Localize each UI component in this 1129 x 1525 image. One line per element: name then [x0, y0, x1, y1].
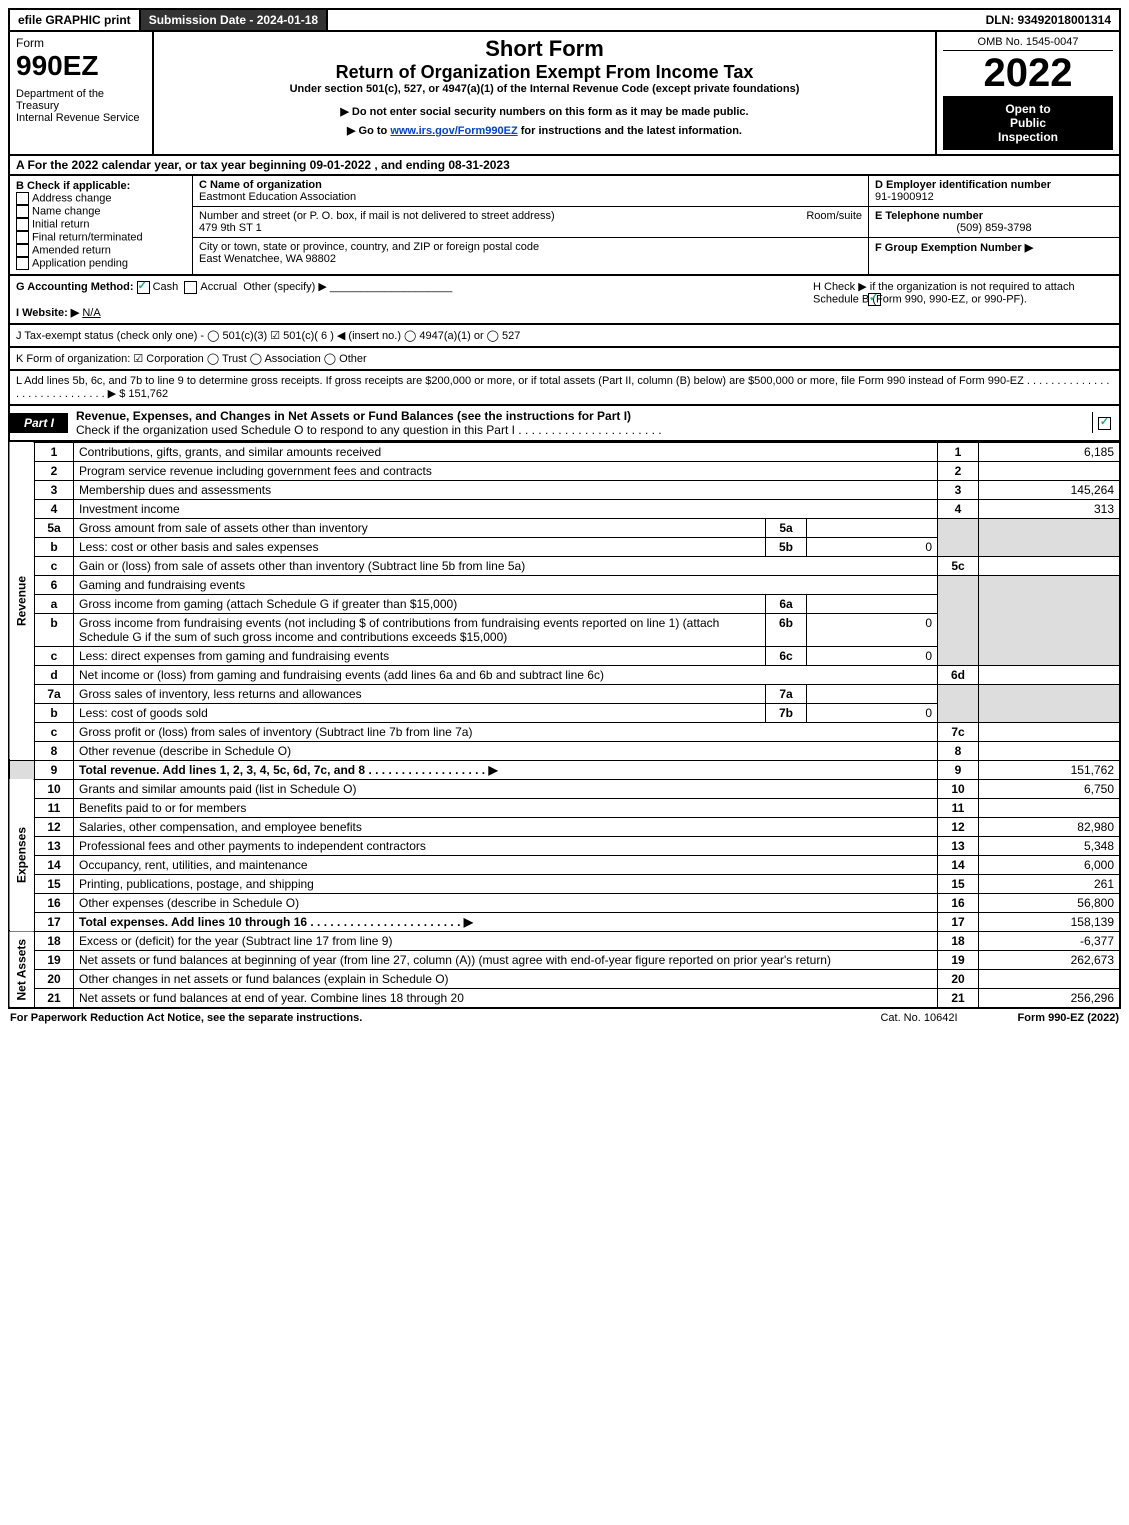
- h-box: H Check ▶ if the organization is not req…: [803, 280, 1113, 319]
- line-12: 12 Salaries, other compensation, and emp…: [9, 817, 1120, 836]
- org-street: 479 9th ST 1: [199, 222, 262, 234]
- footer-right: Form 990-EZ (2022): [1018, 1012, 1119, 1024]
- org-name: Eastmont Education Association: [199, 191, 356, 203]
- b-label: B Check if applicable:: [16, 180, 130, 192]
- line-15: 15 Printing, publications, postage, and …: [9, 874, 1120, 893]
- top-bar: efile GRAPHIC print Submission Date - 20…: [8, 8, 1121, 32]
- line-6d: d Net income or (loss) from gaming and f…: [9, 665, 1120, 684]
- c-addr-row: Number and street (or P. O. box, if mail…: [193, 207, 868, 238]
- chk-initial-return[interactable]: [16, 218, 29, 231]
- dln: DLN: 93492018001314: [978, 10, 1119, 30]
- line-1: Revenue 1 Contributions, gifts, grants, …: [9, 442, 1120, 461]
- c-city-row: City or town, state or province, country…: [193, 238, 868, 268]
- submission-date: Submission Date - 2024-01-18: [141, 10, 328, 30]
- d-ein: D Employer identification number 91-1900…: [869, 176, 1119, 207]
- part-1-header: Part I Revenue, Expenses, and Changes in…: [8, 406, 1121, 442]
- part-1-title: Revenue, Expenses, and Changes in Net As…: [68, 406, 1092, 440]
- chk-final-return[interactable]: [16, 231, 29, 244]
- line-5c: c Gain or (loss) from sale of assets oth…: [9, 556, 1120, 575]
- section-b: B Check if applicable: Address change Na…: [10, 176, 193, 274]
- form-number: 990EZ: [16, 50, 146, 82]
- line-18: Net Assets 18 Excess or (deficit) for th…: [9, 931, 1120, 950]
- section-a: A For the 2022 calendar year, or tax yea…: [8, 156, 1121, 176]
- ssn-warning: ▶ Do not enter social security numbers o…: [160, 105, 929, 118]
- omb-number: OMB No. 1545-0047: [943, 36, 1113, 51]
- header-center: Short Form Return of Organization Exempt…: [154, 32, 937, 154]
- i-label: I Website: ▶: [16, 307, 79, 319]
- footer-cat: Cat. No. 10642I: [880, 1012, 957, 1024]
- subtitle: Under section 501(c), 527, or 4947(a)(1)…: [160, 83, 929, 95]
- info-block: B Check if applicable: Address change Na…: [8, 176, 1121, 276]
- part-1-label: Part I: [10, 413, 68, 433]
- line-16: 16 Other expenses (describe in Schedule …: [9, 893, 1120, 912]
- line-19: 19 Net assets or fund balances at beginn…: [9, 950, 1120, 969]
- line-7a: 7a Gross sales of inventory, less return…: [9, 684, 1120, 703]
- line-11: 11 Benefits paid to or for members 11: [9, 798, 1120, 817]
- ghi-block: G Accounting Method: Cash Accrual Other …: [8, 276, 1121, 325]
- line-9: 9 Total revenue. Add lines 1, 2, 3, 4, 5…: [9, 760, 1120, 779]
- open-public-box: Open to Public Inspection: [943, 96, 1113, 150]
- line-14: 14 Occupancy, rent, utilities, and maint…: [9, 855, 1120, 874]
- chk-cash[interactable]: [137, 281, 150, 294]
- website-value: N/A: [82, 307, 100, 319]
- chk-amended-return[interactable]: [16, 244, 29, 257]
- tax-year: 2022: [943, 51, 1113, 96]
- line-20: 20 Other changes in net assets or fund b…: [9, 969, 1120, 988]
- short-form-title: Short Form: [160, 36, 929, 62]
- efile-print[interactable]: efile GRAPHIC print: [10, 10, 141, 30]
- g-label: G Accounting Method:: [16, 281, 134, 293]
- line-6: 6 Gaming and fundraising events: [9, 575, 1120, 594]
- revenue-vlabel: Revenue: [9, 442, 35, 760]
- chk-application-pending[interactable]: [16, 257, 29, 270]
- irs-label: Internal Revenue Service: [16, 112, 146, 124]
- chk-schedule-b-not-required[interactable]: [868, 293, 881, 306]
- line-8: 8 Other revenue (describe in Schedule O)…: [9, 741, 1120, 760]
- part-1-schedule-o-check[interactable]: [1092, 412, 1119, 432]
- section-c: C Name of organization Eastmont Educatio…: [193, 176, 869, 274]
- goto-line: ▶ Go to www.irs.gov/Form990EZ for instru…: [160, 124, 929, 137]
- netassets-vlabel: Net Assets: [9, 931, 35, 1008]
- ein-value: 91-1900912: [875, 191, 934, 203]
- chk-accrual[interactable]: [184, 281, 197, 294]
- irs-link[interactable]: www.irs.gov/Form990EZ: [390, 125, 517, 137]
- section-def: D Employer identification number 91-1900…: [869, 176, 1119, 274]
- header-right: OMB No. 1545-0047 2022 Open to Public In…: [937, 32, 1119, 154]
- e-phone: E Telephone number (509) 859-3798: [869, 207, 1119, 238]
- line-7c: c Gross profit or (loss) from sales of i…: [9, 722, 1120, 741]
- line-10: Expenses 10 Grants and similar amounts p…: [9, 779, 1120, 798]
- header-left: Form 990EZ Department of the Treasury In…: [10, 32, 154, 154]
- c-name-row: C Name of organization Eastmont Educatio…: [193, 176, 868, 207]
- k-line: K Form of organization: ☑ Corporation ◯ …: [8, 348, 1121, 371]
- line-3: 3 Membership dues and assessments 3 145,…: [9, 480, 1120, 499]
- form-header: Form 990EZ Department of the Treasury In…: [8, 32, 1121, 156]
- line-4: 4 Investment income 4 313: [9, 499, 1120, 518]
- main-title: Return of Organization Exempt From Incom…: [160, 62, 929, 83]
- line-17: 17 Total expenses. Add lines 10 through …: [9, 912, 1120, 931]
- line-13: 13 Professional fees and other payments …: [9, 836, 1120, 855]
- footer-left: For Paperwork Reduction Act Notice, see …: [10, 1012, 362, 1024]
- line-21: 21 Net assets or fund balances at end of…: [9, 988, 1120, 1008]
- phone-value: (509) 859-3798: [875, 222, 1113, 234]
- expenses-vlabel: Expenses: [9, 779, 35, 931]
- part-1-table: Revenue 1 Contributions, gifts, grants, …: [8, 442, 1121, 1009]
- org-city: East Wenatchee, WA 98802: [199, 253, 336, 265]
- f-group-exemption: F Group Exemption Number ▶: [869, 238, 1119, 257]
- dept-treasury: Department of the Treasury: [16, 88, 146, 112]
- l-line: L Add lines 5b, 6c, and 7b to line 9 to …: [8, 371, 1121, 406]
- line-2: 2 Program service revenue including gove…: [9, 461, 1120, 480]
- chk-name-change[interactable]: [16, 205, 29, 218]
- form-word: Form: [16, 36, 146, 50]
- j-line: J Tax-exempt status (check only one) - ◯…: [8, 325, 1121, 348]
- chk-address-change[interactable]: [16, 192, 29, 205]
- page-footer: For Paperwork Reduction Act Notice, see …: [8, 1009, 1121, 1027]
- line-5a: 5a Gross amount from sale of assets othe…: [9, 518, 1120, 537]
